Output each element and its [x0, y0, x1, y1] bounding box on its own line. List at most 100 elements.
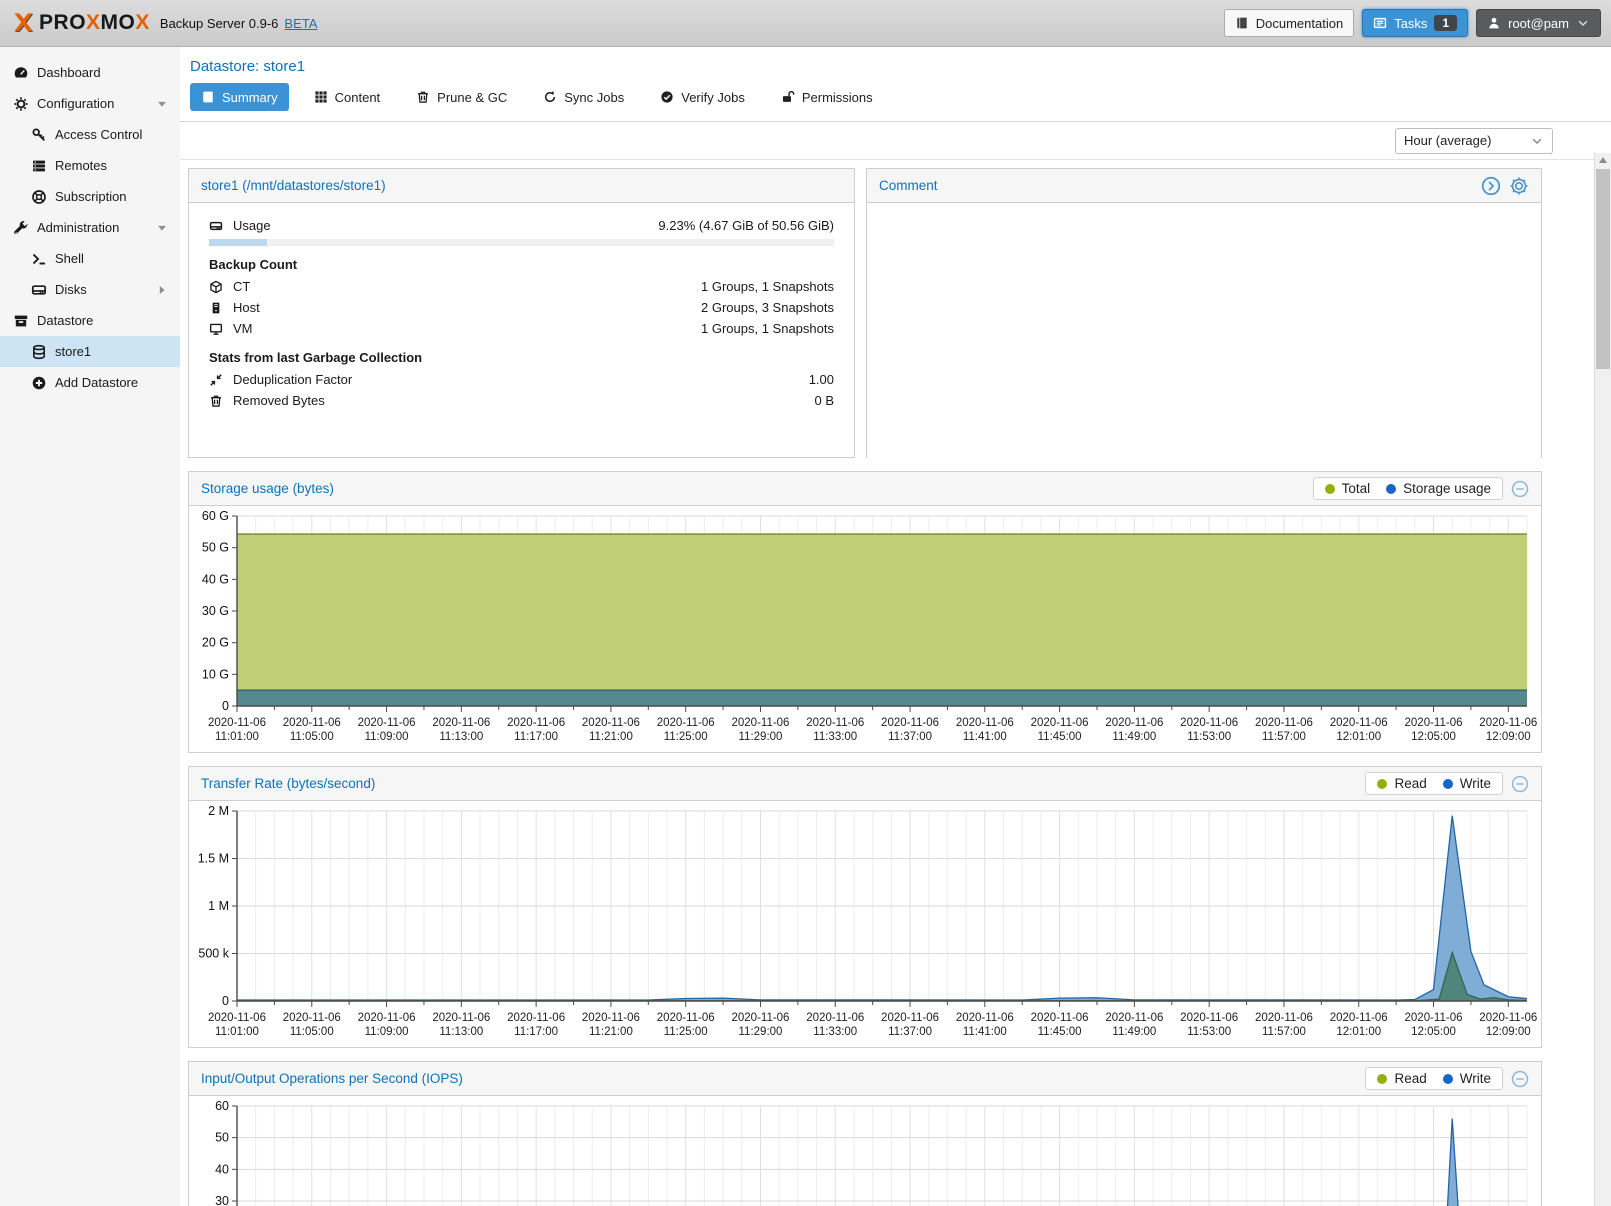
svg-text:2020-11-06: 2020-11-06 — [731, 717, 789, 729]
svg-text:2020-11-06: 2020-11-06 — [806, 1012, 864, 1024]
svg-text:50 G: 50 G — [202, 541, 229, 555]
datastore-summary-header: store1 (/mnt/datastores/store1) — [189, 169, 854, 203]
beta-link[interactable]: BETA — [284, 16, 317, 31]
user-menu-button[interactable]: root@pam — [1476, 9, 1601, 37]
transfer-chart: 0500 k1 M1.5 M2 M2020-11-0611:01:002020-… — [189, 801, 1541, 1047]
svg-text:2020-11-06: 2020-11-06 — [956, 1012, 1014, 1024]
svg-text:500 k: 500 k — [198, 947, 229, 961]
tab-permissions[interactable]: Permissions — [770, 83, 884, 111]
caret-right-icon — [153, 283, 170, 297]
sidebar-item-subscription[interactable]: Subscription — [0, 181, 180, 212]
collapse-chart-icon[interactable] — [1511, 775, 1529, 793]
svg-text:2020-11-06: 2020-11-06 — [881, 717, 939, 729]
svg-text:2020-11-06: 2020-11-06 — [507, 1012, 565, 1024]
scrollbar-thumb[interactable] — [1596, 169, 1610, 369]
svg-text:11:13:00: 11:13:00 — [439, 1026, 483, 1038]
sidebar-item-label: Datastore — [37, 313, 93, 328]
legend-label: Write — [1460, 1071, 1491, 1086]
gears-icon — [12, 96, 29, 112]
svg-text:1.5 M: 1.5 M — [198, 852, 229, 866]
expand-comment-icon[interactable] — [1481, 176, 1501, 196]
svg-text:2020-11-06: 2020-11-06 — [1105, 717, 1163, 729]
svg-text:11:29:00: 11:29:00 — [739, 1026, 783, 1038]
usage-label: Usage — [233, 218, 271, 233]
sidebar-item-access-control[interactable]: Access Control — [0, 119, 180, 150]
collapse-chart-icon[interactable] — [1511, 480, 1529, 498]
page-title: Datastore: store1 — [180, 47, 1611, 80]
scroll-up-arrow[interactable] — [1595, 153, 1611, 167]
dashboard-icon — [12, 65, 29, 81]
sidebar-item-shell[interactable]: Shell — [0, 243, 180, 274]
topbar: PROXMOX Backup Server 0.9-6 BETA Documen… — [0, 0, 1611, 47]
tab-prune-gc[interactable]: Prune & GC — [405, 83, 518, 111]
remotes-icon — [30, 158, 47, 174]
tab-verify-jobs[interactable]: Verify Jobs — [649, 83, 756, 111]
legend-item-write[interactable]: Write — [1443, 776, 1491, 791]
vertical-scrollbar[interactable] — [1594, 153, 1611, 1206]
svg-text:2020-11-06: 2020-11-06 — [956, 717, 1014, 729]
svg-text:50: 50 — [215, 1131, 229, 1145]
svg-text:2020-11-06: 2020-11-06 — [1405, 717, 1463, 729]
user-label: root@pam — [1508, 16, 1569, 31]
gc-stats-row: Removed Bytes0 B — [209, 390, 834, 411]
sidebar-item-configuration[interactable]: Configuration — [0, 88, 180, 119]
legend-item-write[interactable]: Write — [1443, 1071, 1491, 1086]
tasks-button[interactable]: Tasks 1 — [1362, 9, 1468, 37]
svg-text:30 G: 30 G — [202, 604, 229, 618]
svg-text:2020-11-06: 2020-11-06 — [358, 717, 416, 729]
backup-count-row: Host2 Groups, 3 Snapshots — [209, 297, 834, 318]
svg-text:2020-11-06: 2020-11-06 — [1405, 1012, 1463, 1024]
brand-text: PROXMOX — [39, 11, 150, 35]
comment-body[interactable] — [867, 203, 1541, 458]
tab-summary[interactable]: Summary — [190, 83, 289, 111]
gear-icon[interactable] — [1509, 176, 1529, 196]
svg-text:2020-11-06: 2020-11-06 — [1180, 1012, 1238, 1024]
sidebar-item-remotes[interactable]: Remotes — [0, 150, 180, 181]
chart-title: Transfer Rate (bytes/second) — [201, 776, 375, 791]
svg-text:40: 40 — [215, 1162, 229, 1176]
proxmox-logo: PROXMOX — [10, 10, 150, 37]
svg-text:11:29:00: 11:29:00 — [739, 731, 783, 743]
svg-text:12:05:00: 12:05:00 — [1411, 1026, 1456, 1038]
backup-count-row: CT1 Groups, 1 Snapshots — [209, 276, 834, 297]
row-label: Removed Bytes — [233, 393, 325, 408]
tab-content[interactable]: Content — [303, 83, 392, 111]
sidebar-item-datastore[interactable]: Datastore — [0, 305, 180, 336]
chart-legend[interactable]: Read Write — [1365, 1067, 1503, 1090]
chart-legend[interactable]: Total Storage usage — [1313, 477, 1503, 500]
svg-text:11:49:00: 11:49:00 — [1112, 1026, 1156, 1038]
svg-text:2020-11-06: 2020-11-06 — [432, 717, 490, 729]
sidebar-item-add-datastore[interactable]: Add Datastore — [0, 367, 180, 398]
svg-text:11:57:00: 11:57:00 — [1262, 1026, 1306, 1038]
proxmox-logo-icon — [10, 10, 37, 37]
usage-value: 9.23% (4.67 GiB of 50.56 GiB) — [658, 218, 834, 233]
legend-item-read[interactable]: Read — [1377, 1071, 1426, 1086]
row-value: 1.00 — [809, 372, 834, 387]
legend-dot — [1377, 1074, 1387, 1084]
sidebar-item-label: Shell — [55, 251, 84, 266]
svg-text:11:33:00: 11:33:00 — [813, 731, 857, 743]
sidebar-item-store1[interactable]: store1 — [0, 336, 180, 367]
svg-text:11:17:00: 11:17:00 — [514, 1026, 558, 1038]
legend-item-storage-usage[interactable]: Storage usage — [1386, 481, 1491, 496]
svg-text:12:09:00: 12:09:00 — [1486, 731, 1531, 743]
lifering-icon — [30, 189, 47, 205]
svg-text:0: 0 — [222, 699, 229, 713]
sidebar-item-dashboard[interactable]: Dashboard — [0, 57, 180, 88]
collapse-chart-icon[interactable] — [1511, 1070, 1529, 1088]
row-label: Host — [233, 300, 260, 315]
svg-text:2020-11-06: 2020-11-06 — [1031, 1012, 1089, 1024]
documentation-button[interactable]: Documentation — [1224, 9, 1354, 37]
chart-legend[interactable]: Read Write — [1365, 772, 1503, 795]
comment-panel: Comment — [866, 168, 1542, 458]
sidebar-item-disks[interactable]: Disks — [0, 274, 180, 305]
tasks-label: Tasks — [1394, 16, 1427, 31]
tab-sync-jobs[interactable]: Sync Jobs — [532, 83, 635, 111]
svg-text:2020-11-06: 2020-11-06 — [806, 717, 864, 729]
legend-item-total[interactable]: Total — [1325, 481, 1371, 496]
svg-text:2 M: 2 M — [208, 804, 229, 818]
sidebar-item-administration[interactable]: Administration — [0, 212, 180, 243]
legend-item-read[interactable]: Read — [1377, 776, 1426, 791]
timeframe-select[interactable]: Hour (average) — [1395, 128, 1553, 154]
comment-panel-header: Comment — [867, 169, 1541, 203]
